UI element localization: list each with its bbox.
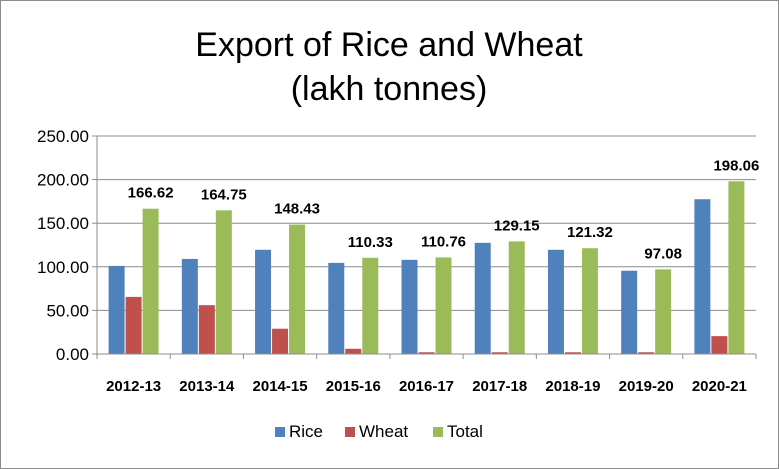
chart-title-line-2: (lakh tonnes): [291, 70, 488, 108]
bar-wheat-2016-17: [418, 352, 435, 354]
legend-swatch-total: [433, 427, 443, 437]
bar-total-2012-13: [142, 208, 159, 354]
x-category-label: 2017-18: [472, 378, 527, 395]
x-category-label: 2020-21: [692, 378, 747, 395]
data-label-total-2016-17: 110.76: [421, 233, 466, 250]
data-label-total-2015-16: 110.33: [348, 234, 393, 251]
legend-label-wheat: Wheat: [359, 422, 408, 441]
chart-title: Export of Rice and Wheat (lakh tonnes): [195, 26, 583, 108]
data-label-total-2019-20: 97.08: [644, 245, 682, 262]
bar-total-2020-21: [728, 181, 745, 354]
bar-wheat-2013-14: [198, 305, 215, 354]
legend-item-total: Total: [433, 422, 483, 441]
bar-rice-2013-14: [181, 258, 198, 354]
x-category-label: 2019-20: [619, 378, 674, 395]
legend-item-wheat: Wheat: [345, 422, 408, 441]
bar-total-2015-16: [362, 257, 379, 354]
bar-wheat-2019-20: [638, 352, 655, 354]
bar-total-2013-14: [215, 210, 232, 354]
bar-wheat-2015-16: [345, 348, 362, 354]
y-tick-label: 150.00: [37, 214, 89, 233]
data-label-total-2013-14: 164.75: [201, 186, 247, 203]
gridlines: [97, 135, 756, 311]
axes: [92, 135, 757, 359]
data-label-total-2018-19: 121.32: [567, 224, 613, 241]
y-tick-label: 200.00: [37, 171, 89, 190]
bar-rice-2014-15: [255, 249, 272, 354]
legend-item-rice: Rice: [275, 422, 323, 441]
data-label-total-2012-13: 166.62: [128, 185, 174, 202]
data-labels: 166.62 164.75 148.43 110.33 110.76 129.15 121.…: [128, 157, 760, 262]
y-tick-label: 100.00: [37, 258, 89, 277]
x-category-label: 2013-14: [179, 378, 235, 395]
y-tick-label: 250.00: [37, 127, 89, 146]
legend-swatch-wheat: [345, 427, 355, 437]
legend-label-rice: Rice: [289, 422, 323, 441]
data-label-total-2014-15: 148.43: [274, 201, 320, 218]
chart-title-line-1: Export of Rice and Wheat: [195, 26, 583, 64]
x-category-label: 2014-15: [253, 378, 308, 395]
legend: Rice Wheat Total: [275, 422, 483, 441]
bar-total-2019-20: [655, 269, 672, 354]
bar-wheat-2020-21: [711, 336, 728, 354]
data-label-total-2020-21: 198.06: [713, 157, 759, 174]
bar-rice-2019-20: [621, 270, 638, 354]
y-tick-label: 0.00: [56, 345, 89, 364]
legend-label-total: Total: [447, 422, 483, 441]
bar-total-2016-17: [435, 257, 452, 354]
y-axis-ticks: 0.00 50.00 100.00 150.00 200.00 250.00: [37, 127, 89, 364]
bar-rice-2016-17: [401, 259, 418, 354]
x-category-label: 2016-17: [399, 378, 454, 395]
bar-rice-2012-13: [108, 265, 125, 354]
bar-wheat-2017-18: [491, 352, 508, 354]
bar-total-2014-15: [289, 224, 306, 354]
bar-total-2018-19: [581, 248, 598, 354]
bar-rice-2017-18: [474, 242, 491, 354]
bars: [108, 181, 745, 354]
x-axis-categories: 2012-13 2013-14 2014-15 2015-16 2016-17 2017-…: [106, 378, 747, 395]
bar-rice-2020-21: [694, 199, 711, 354]
x-category-label: 2012-13: [106, 378, 161, 395]
bar-wheat-2018-19: [564, 352, 581, 354]
bar-wheat-2014-15: [272, 328, 289, 354]
bar-wheat-2012-13: [125, 296, 142, 354]
x-category-label: 2015-16: [326, 378, 381, 395]
bar-total-2017-18: [508, 241, 525, 354]
bar-rice-2015-16: [328, 262, 345, 354]
data-label-total-2017-18: 129.15: [494, 217, 540, 234]
bar-rice-2018-19: [547, 249, 564, 354]
x-category-label: 2018-19: [545, 378, 600, 395]
legend-swatch-rice: [275, 427, 285, 437]
y-tick-label: 50.00: [46, 301, 89, 320]
